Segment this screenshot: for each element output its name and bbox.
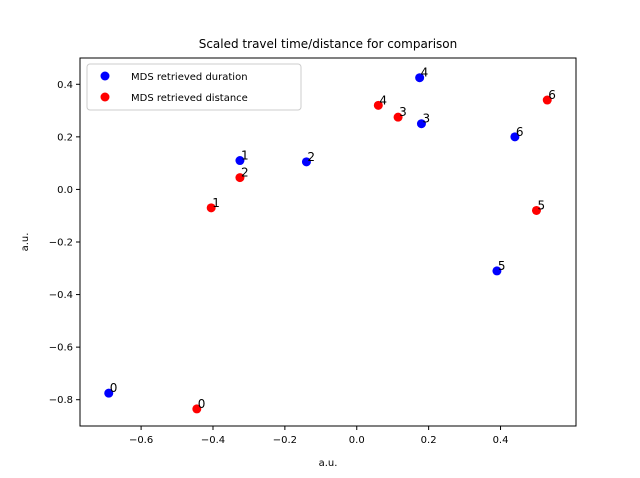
point-label: 2 (241, 166, 249, 180)
data-point-series0 (510, 132, 520, 142)
y-axis-label: a.u. (20, 233, 31, 252)
y-tick-label: −0.4 (49, 290, 73, 301)
data-point-series0 (301, 157, 311, 167)
point-label: 6 (516, 125, 524, 139)
legend-marker-duration (100, 71, 110, 81)
x-tick-label: −0.4 (201, 435, 225, 446)
point-label: 6 (548, 88, 556, 102)
data-point-series1 (373, 100, 383, 110)
y-axis: −0.8 −0.6 −0.4 −0.2 0.0 0.2 0.4 (49, 80, 80, 406)
legend-label-duration: MDS retrieved duration (131, 72, 248, 83)
data-point-series1 (206, 203, 216, 213)
point-label: 3 (422, 112, 430, 126)
point-label: 0 (198, 397, 206, 411)
point-label: 5 (537, 198, 545, 212)
point-label: 4 (379, 93, 387, 107)
x-axis-label: a.u. (319, 458, 338, 469)
y-tick-label: −0.2 (49, 238, 73, 249)
legend: MDS retrieved duration MDS retrieved dis… (86, 63, 302, 111)
data-point-series0 (235, 156, 245, 166)
legend-box (86, 63, 302, 111)
data-point-series1 (235, 173, 245, 183)
legend-marker-distance (100, 92, 110, 102)
plot-frame (79, 57, 577, 427)
point-label: 5 (498, 259, 506, 273)
point-label: 1 (212, 196, 220, 210)
x-tick-label: 0.4 (493, 435, 509, 446)
data-point-series0 (104, 388, 114, 398)
x-tick-label: −0.6 (129, 435, 153, 446)
x-tick-label: −0.2 (273, 435, 297, 446)
point-label: 3 (399, 105, 407, 119)
x-axis: −0.6 −0.4 −0.2 0.0 0.2 0.4 (129, 426, 509, 446)
data-point-series1 (542, 95, 552, 105)
y-tick-label: −0.8 (49, 395, 73, 406)
legend-label-distance: MDS retrieved distance (131, 93, 248, 104)
data-point-series0 (416, 119, 426, 129)
point-label: 0 (110, 381, 118, 395)
y-tick-label: 0.0 (57, 185, 73, 196)
point-label: 4 (421, 66, 429, 80)
y-tick-label: −0.6 (49, 343, 73, 354)
data-point-series1 (393, 112, 403, 122)
point-label: 1 (241, 149, 249, 163)
y-tick-label: 0.2 (57, 132, 73, 143)
point-label: 2 (307, 150, 315, 164)
data-point-series1 (531, 205, 541, 215)
data-point-series1 (192, 404, 202, 414)
chart-title: Scaled travel time/distance for comparis… (199, 37, 458, 51)
x-tick-label: 0.2 (421, 435, 437, 446)
x-tick-label: 0.0 (349, 435, 365, 446)
data-point-series0 (415, 73, 425, 83)
data-point-series0 (492, 266, 502, 276)
y-tick-label: 0.4 (57, 80, 73, 91)
